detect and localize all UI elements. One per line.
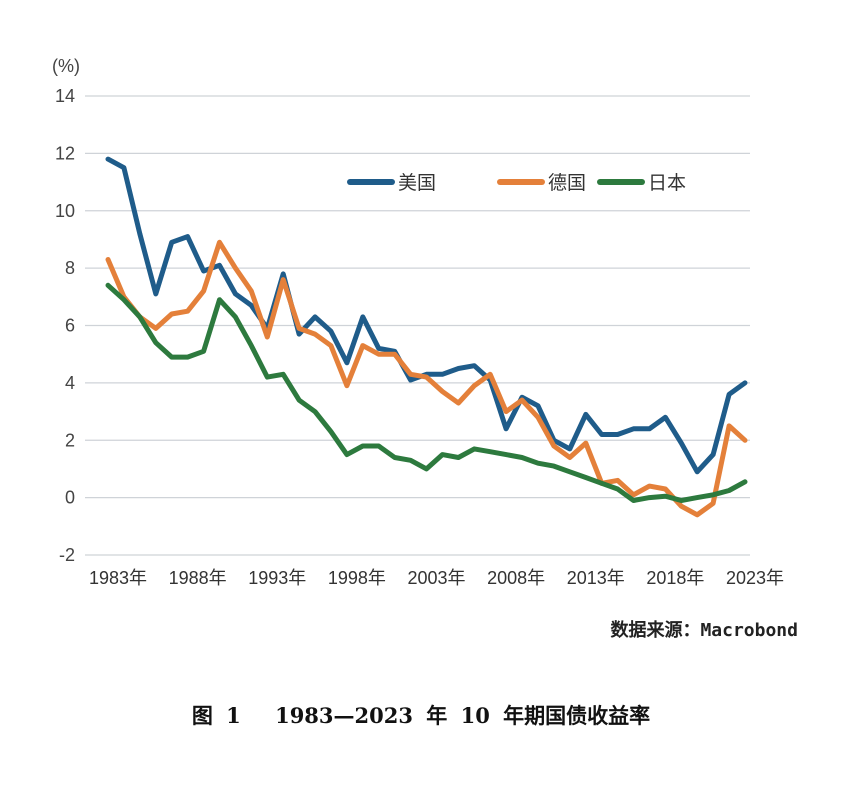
y-tick-label: -2 bbox=[59, 545, 75, 565]
y-tick-label: 6 bbox=[65, 316, 75, 336]
x-tick-label: 2018年 bbox=[646, 568, 704, 588]
y-tick-label: 4 bbox=[65, 373, 75, 393]
x-tick-label: 1993年 bbox=[248, 568, 306, 588]
x-tick-label: 2013年 bbox=[567, 568, 625, 588]
legend-label: 美国 bbox=[398, 172, 436, 194]
x-tick-label: 2003年 bbox=[407, 568, 465, 588]
x-tick-label: 1983年 bbox=[89, 568, 147, 588]
x-tick-label: 2008年 bbox=[487, 568, 545, 588]
y-unit-label: (%) bbox=[52, 56, 80, 76]
y-tick-label: 0 bbox=[65, 488, 75, 508]
series-line-1 bbox=[105, 156, 748, 475]
y-tick-label: 8 bbox=[65, 258, 75, 278]
source-note: 数据来源：Macrobond bbox=[610, 620, 798, 641]
x-tick-label: 2023年 bbox=[726, 568, 784, 588]
y-tick-label: 2 bbox=[65, 430, 75, 450]
series-line-2 bbox=[105, 239, 748, 518]
legend-label: 德国 bbox=[548, 172, 586, 194]
y-tick-label: 14 bbox=[55, 86, 75, 106]
series-line-3 bbox=[105, 282, 748, 503]
y-tick-label: 12 bbox=[55, 143, 75, 163]
yield-line-chart: (%) -2 0 2 4 6 8 10 12 14 1983年 1988年 1993年 1998年 20… bbox=[52, 56, 784, 588]
legend-label: 日本 bbox=[648, 172, 686, 194]
x-tick-label: 1998年 bbox=[328, 568, 386, 588]
y-tick-label: 10 bbox=[55, 201, 75, 221]
figure-caption: 图 1 1983—2023 年 10 年期国债收益率 bbox=[191, 703, 651, 728]
x-tick-label: 1988年 bbox=[169, 568, 227, 588]
